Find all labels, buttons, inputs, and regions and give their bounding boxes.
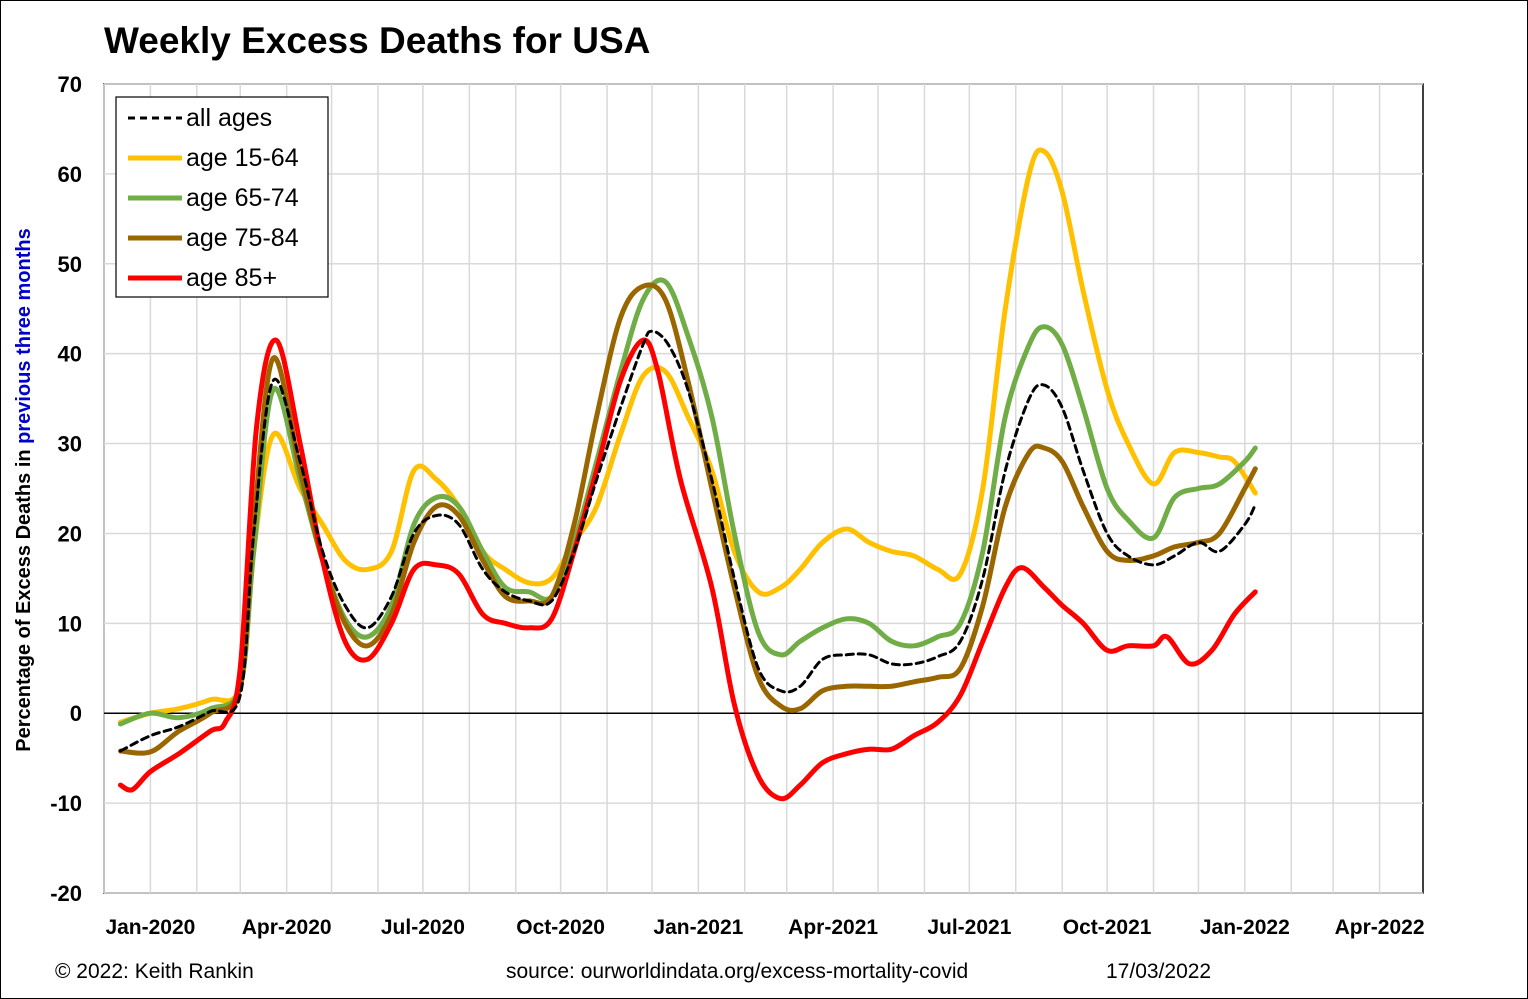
- chart-title: Weekly Excess Deaths for USA: [104, 20, 651, 61]
- x-tick-label: Jan-2022: [1200, 916, 1290, 939]
- legend-label: all ages: [186, 104, 272, 132]
- x-tick-label: Jan-2021: [653, 916, 743, 939]
- legend-label: age 65-74: [186, 184, 299, 212]
- legend-label: age 15-64: [186, 144, 299, 172]
- series-lines: [118, 147, 1258, 802]
- legend-label: age 75-84: [186, 224, 299, 252]
- series-line-age-85-: [118, 337, 1258, 802]
- y-tick-label: 20: [58, 521, 82, 546]
- y-tick-labels: -20 -10 0 10 20 30 40 50 60 70: [50, 72, 82, 906]
- y-tick-label: -20: [50, 881, 82, 906]
- y-tick-label: 10: [58, 611, 82, 636]
- x-tick-label: Apr-2022: [1335, 916, 1425, 939]
- x-tick-label: Jan-2020: [105, 916, 195, 939]
- footer-copyright: © 2022: Keith Rankin: [55, 960, 254, 983]
- x-tick-label: Apr-2020: [242, 916, 332, 939]
- y-tick-label: 30: [58, 432, 82, 457]
- y-tick-label: 0: [70, 701, 82, 726]
- y-axis-label: Percentage of Excess Deaths in previous …: [13, 228, 35, 752]
- y-tick-label: 50: [58, 252, 82, 277]
- y-tick-label: 60: [58, 162, 82, 187]
- legend-label: age 85+: [186, 264, 277, 292]
- x-tick-label: Oct-2021: [1063, 916, 1152, 939]
- x-tick-label: Oct-2020: [516, 916, 605, 939]
- legend: all ages age 15-64 age 65-74 age 75-84 age 8…: [115, 96, 329, 298]
- x-tick-label: Apr-2021: [788, 916, 878, 939]
- x-tick-label: Jul-2021: [927, 916, 1011, 939]
- series-line-all-ages: [119, 329, 1257, 753]
- series-line-age-75-84: [118, 282, 1258, 756]
- footer-source: source: ourworldindata.org/excess-mortal…: [506, 960, 969, 983]
- x-tick-labels: Jan-2020 Apr-2020 Jul-2020 Oct-2020 Jan-2021…: [105, 916, 1424, 939]
- y-tick-label: 70: [58, 72, 82, 97]
- series-line-age-15-64: [118, 147, 1258, 725]
- y-tick-label: 40: [58, 342, 82, 367]
- y-tick-label: -10: [50, 791, 82, 816]
- y-axis-label-part: previous three months: [13, 228, 35, 444]
- y-axis-label-part: Percentage of Excess Deaths in: [13, 444, 35, 752]
- footer-date: 17/03/2022: [1106, 960, 1212, 983]
- x-tick-label: Jul-2020: [381, 916, 465, 939]
